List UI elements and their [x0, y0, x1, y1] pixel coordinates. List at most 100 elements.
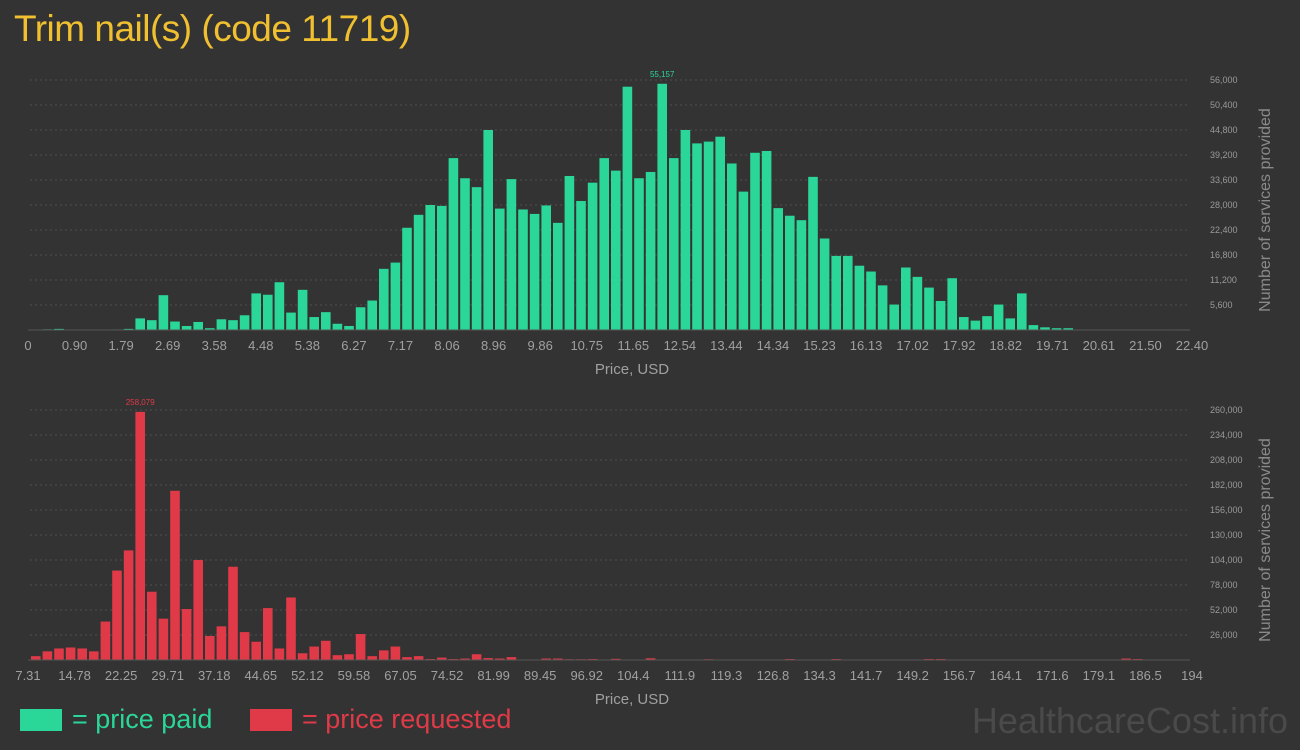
bar [541, 205, 551, 330]
watermark: HealthcareCost.info [971, 700, 1288, 741]
bar [773, 208, 783, 330]
price-paid-histogram: 5,600 11,200 16,800 22,400 28,000 33,600 39,20… [24, 70, 1274, 378]
bar [1040, 327, 1050, 330]
x-tick-label: 156.7 [943, 668, 976, 683]
bar [611, 170, 621, 330]
x-tick-label: 19.71 [1036, 338, 1069, 353]
bar [413, 214, 424, 330]
y-axis-label: Number of services provided [1257, 108, 1274, 312]
x-tick-label: 6.27 [341, 338, 366, 353]
bar [158, 295, 169, 330]
bar [170, 490, 180, 660]
bar [135, 411, 145, 660]
bar [263, 294, 273, 330]
bar [321, 640, 331, 660]
legend-price-paid: = price paid [20, 704, 212, 735]
bar [912, 276, 923, 330]
x-tick-label: 18.82 [989, 338, 1022, 353]
y-tick-label: 39,200 [1210, 150, 1238, 160]
bar [54, 328, 64, 330]
bar [344, 325, 354, 330]
x-tick-label: 4.48 [248, 338, 273, 353]
y-tick-label: 50,400 [1210, 100, 1238, 110]
bar [680, 130, 691, 330]
bar [274, 648, 285, 660]
bar [425, 205, 435, 330]
bar [808, 176, 818, 330]
x-tick-label: 2.69 [155, 338, 180, 353]
bar [332, 323, 343, 330]
y-tick-label: 44,800 [1210, 125, 1238, 135]
bar [460, 178, 470, 330]
bar [854, 265, 865, 330]
y-axis-label: Number of services provided [1257, 438, 1274, 642]
bar [309, 317, 319, 330]
bar [645, 171, 656, 330]
bar [228, 320, 238, 330]
bar [390, 646, 401, 660]
bar [123, 550, 134, 660]
y-tick-label: 33,600 [1210, 175, 1238, 185]
bar [135, 318, 145, 330]
x-tick-label: 59.58 [338, 668, 371, 683]
bar [344, 654, 354, 660]
y-tick-label: 56,000 [1210, 75, 1238, 85]
bar [286, 597, 296, 660]
x-tick-label: 8.96 [481, 338, 506, 353]
bar [402, 657, 412, 660]
x-tick-label: 22.25 [105, 668, 138, 683]
bar [332, 655, 343, 660]
bar [703, 141, 714, 330]
bar [645, 658, 656, 660]
bar [541, 658, 551, 660]
bar [483, 658, 493, 660]
x-tick-label: 10.75 [570, 338, 603, 353]
x-tick-label: 22.40 [1176, 338, 1209, 353]
x-tick-label: 13.44 [710, 338, 743, 353]
bar [355, 634, 366, 660]
bar [843, 255, 853, 330]
x-tick-label: 17.02 [896, 338, 929, 353]
bar [483, 130, 493, 330]
y-tick-label: 22,400 [1210, 225, 1238, 235]
y-tick-label: 234,000 [1210, 430, 1243, 440]
bar [761, 150, 772, 330]
bar [564, 175, 575, 330]
bar [355, 307, 366, 330]
y-tick-label: 182,000 [1210, 480, 1243, 490]
x-tick-label: 9.86 [528, 338, 553, 353]
bar [54, 648, 64, 660]
bar [181, 609, 192, 660]
bar [657, 83, 667, 330]
y-tick-label: 130,000 [1210, 530, 1243, 540]
bar [193, 321, 203, 330]
bar [205, 635, 215, 660]
x-tick-label: 96.92 [570, 668, 603, 683]
bar [819, 238, 830, 330]
bar [123, 328, 134, 330]
bar [65, 647, 76, 660]
x-tick-label: 74.52 [431, 668, 464, 683]
bar [286, 312, 296, 330]
bar [901, 267, 911, 330]
bar [1063, 328, 1073, 330]
x-tick-label: 0.90 [62, 338, 87, 353]
x-axis-label: Price, USD [595, 361, 669, 378]
x-tick-label: 7.31 [15, 668, 40, 683]
bar [947, 278, 957, 330]
x-tick-label: 126.8 [757, 668, 790, 683]
bar [553, 658, 563, 660]
x-tick-label: 111.9 [665, 668, 696, 683]
bar [831, 255, 841, 330]
y-tick-label: 208,000 [1210, 455, 1243, 465]
x-tick-label: 15.23 [803, 338, 836, 353]
x-tick-label: 104.4 [617, 668, 650, 683]
bar [935, 300, 946, 330]
x-tick-label: 20.61 [1083, 338, 1116, 353]
bar [193, 560, 203, 660]
bar [866, 271, 876, 330]
bar [251, 293, 261, 330]
bar [77, 648, 87, 660]
x-tick-label: 16.13 [850, 338, 883, 353]
